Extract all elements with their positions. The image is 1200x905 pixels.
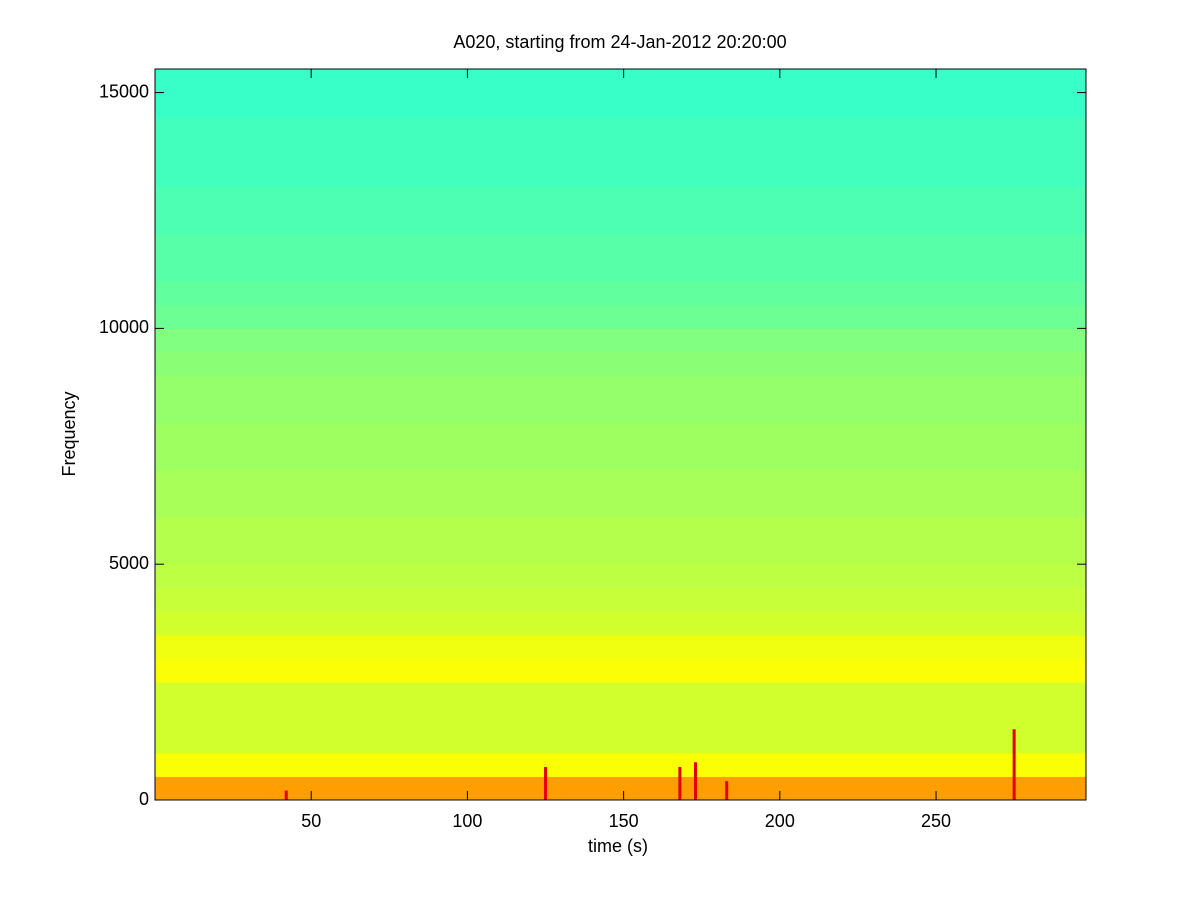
x-tick-label: 200 xyxy=(765,811,795,831)
spectrogram-band xyxy=(155,257,1086,282)
spectrogram-band xyxy=(155,540,1086,565)
burst xyxy=(1012,729,1016,800)
y-tick-label: 0 xyxy=(139,789,149,809)
y-tick-label: 10000 xyxy=(99,317,149,337)
x-axis-label: time (s) xyxy=(588,836,648,856)
spectrogram-band xyxy=(155,493,1086,518)
burst xyxy=(725,781,729,800)
x-tick-label: 50 xyxy=(301,811,321,831)
spectrogram-band xyxy=(155,234,1086,259)
spectrogram-band xyxy=(155,422,1086,447)
chart-title: A020, starting from 24-Jan-2012 20:20:00 xyxy=(453,32,786,52)
spectrogram-band xyxy=(155,517,1086,542)
spectrogram-band xyxy=(155,446,1086,471)
spectrogram-band xyxy=(155,658,1086,683)
spectrogram-band xyxy=(155,281,1086,306)
y-tick-label: 15000 xyxy=(99,81,149,101)
spectrogram-band xyxy=(155,116,1086,141)
spectrogram-band xyxy=(155,69,1086,94)
y-tick-label: 5000 xyxy=(109,553,149,573)
spectrogram-band xyxy=(155,210,1086,235)
y-axis-label: Frequency xyxy=(59,391,79,476)
spectrogram-band xyxy=(155,186,1086,211)
burst xyxy=(544,766,548,800)
spectrogram-band xyxy=(155,139,1086,164)
spectrogram-band xyxy=(155,163,1086,188)
spectrogram-band xyxy=(155,92,1086,117)
spectrogram-band xyxy=(155,399,1086,424)
spectrogram-band xyxy=(155,634,1086,660)
spectrogram-band xyxy=(155,611,1086,636)
spectrogram-band xyxy=(155,564,1086,589)
spectrogram-band xyxy=(155,304,1086,329)
spectrogram-band xyxy=(155,375,1086,400)
spectrogram-band xyxy=(155,705,1086,730)
x-tick-label: 150 xyxy=(609,811,639,831)
burst xyxy=(693,762,697,800)
spectrogram-band xyxy=(155,587,1086,612)
x-tick-label: 250 xyxy=(921,811,951,831)
x-tick-label: 100 xyxy=(452,811,482,831)
plot-frame xyxy=(154,68,1087,801)
spectrogram-band xyxy=(155,752,1086,777)
spectrogram-band xyxy=(155,351,1086,377)
spectrogram-band xyxy=(155,328,1086,353)
spectrogram-band xyxy=(155,776,1086,801)
spectrogram-band xyxy=(155,469,1086,494)
spectrogram-band xyxy=(155,729,1086,754)
burst xyxy=(284,790,288,800)
burst xyxy=(678,766,682,800)
spectrogram-band xyxy=(155,682,1086,707)
